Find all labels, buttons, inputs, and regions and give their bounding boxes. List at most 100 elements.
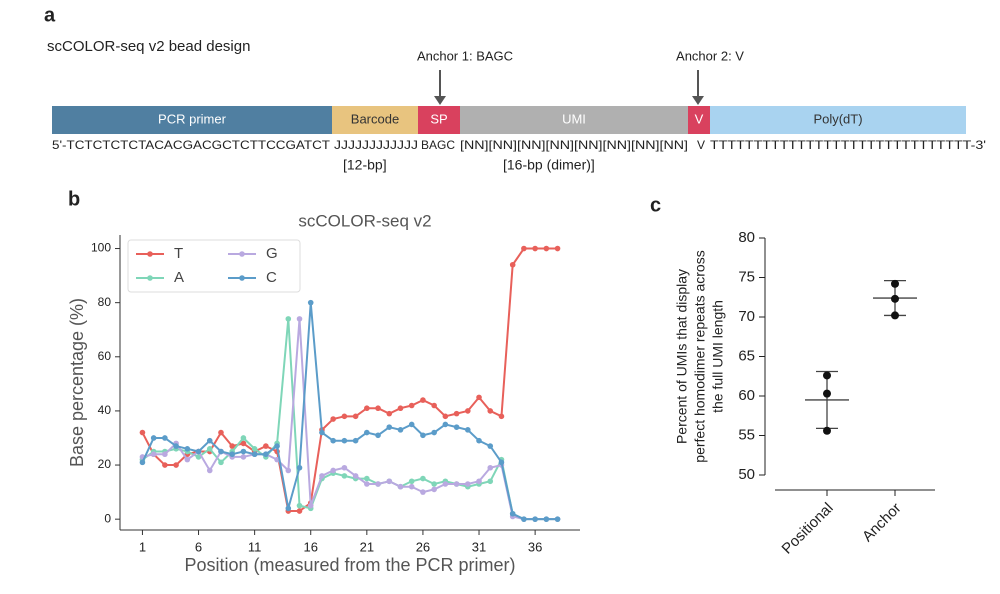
point — [476, 437, 482, 444]
point — [330, 467, 336, 474]
point — [330, 437, 336, 444]
point — [453, 410, 460, 417]
point — [352, 473, 359, 479]
point — [823, 389, 831, 398]
legend-label: A — [174, 269, 184, 286]
point — [532, 245, 538, 252]
point — [184, 456, 191, 463]
legend — [127, 239, 301, 293]
point — [891, 294, 899, 303]
point — [364, 405, 370, 412]
point — [150, 451, 157, 458]
point — [420, 489, 426, 495]
point — [532, 516, 538, 522]
point — [465, 427, 471, 433]
segment — [710, 106, 966, 134]
point — [240, 448, 247, 455]
point — [891, 279, 899, 288]
point — [442, 413, 449, 420]
point — [453, 481, 460, 487]
point — [543, 245, 550, 252]
arrow-head — [692, 96, 704, 105]
y-tick-label: 60 — [98, 349, 112, 363]
panel-letter: b — [68, 188, 80, 210]
y-tick-label: 40 — [98, 403, 112, 417]
point — [420, 397, 426, 403]
sequence: V — [697, 138, 705, 152]
point — [206, 467, 213, 474]
point — [330, 416, 336, 422]
x-axis-label: Position (measured from the PCR primer) — [184, 555, 515, 575]
point — [195, 448, 202, 455]
point — [442, 421, 449, 428]
point — [173, 443, 179, 449]
point — [184, 446, 191, 452]
point — [509, 261, 516, 268]
point — [296, 502, 303, 509]
length-label: [12-bp] — [343, 157, 387, 173]
y-tick-label: 80 — [98, 295, 112, 309]
sequence: BAGC — [421, 138, 455, 152]
point — [285, 505, 292, 512]
point — [823, 426, 831, 435]
point — [554, 516, 561, 522]
panel-letter: c — [650, 194, 661, 216]
point — [240, 440, 247, 447]
y-tick-label: 80 — [738, 229, 755, 246]
point — [296, 508, 303, 514]
point — [397, 483, 404, 490]
point — [218, 448, 224, 455]
segment — [332, 106, 418, 134]
legend-label: T — [174, 245, 183, 262]
y-tick-label: 20 — [98, 457, 112, 471]
legend-label: G — [266, 245, 278, 262]
point — [341, 413, 348, 420]
point — [453, 424, 460, 430]
segment-label: PCR primer — [158, 111, 227, 126]
point — [341, 437, 348, 444]
x-tick-label: 16 — [303, 539, 317, 554]
point — [521, 245, 527, 252]
point — [375, 481, 381, 487]
point — [240, 435, 247, 441]
point — [891, 311, 899, 320]
point — [397, 427, 404, 433]
y-tick-label: 50 — [738, 466, 755, 483]
point — [251, 446, 258, 452]
point — [251, 451, 258, 458]
arrow-head — [434, 96, 446, 105]
point — [397, 405, 404, 412]
anchor-label: Anchor 2: V — [676, 48, 744, 63]
segment-label: V — [695, 111, 704, 126]
x-tick-label: 1 — [139, 539, 146, 554]
y-tick-label: 0 — [104, 511, 111, 525]
point — [408, 421, 415, 428]
point — [240, 454, 247, 460]
point — [319, 429, 325, 436]
point — [823, 371, 831, 380]
point — [218, 459, 224, 466]
legend-swatch — [239, 251, 245, 257]
segment — [418, 106, 460, 134]
x-tick-label: Anchor — [859, 500, 905, 546]
point — [420, 475, 426, 482]
point — [296, 316, 303, 322]
point — [386, 424, 393, 430]
legend-swatch — [147, 251, 153, 257]
point — [476, 478, 482, 485]
y-tick-label: 100 — [91, 241, 111, 255]
point — [307, 502, 314, 509]
x-tick-label: 21 — [360, 539, 374, 554]
legend-swatch — [147, 275, 153, 281]
series-line — [141, 318, 558, 521]
point — [162, 462, 168, 468]
point — [341, 473, 348, 479]
point — [150, 435, 157, 441]
segment-label: Barcode — [351, 111, 399, 126]
point — [218, 429, 224, 436]
point — [498, 413, 505, 420]
point — [352, 413, 359, 420]
point — [139, 459, 146, 466]
y-tick-label: 75 — [738, 268, 755, 285]
point — [375, 405, 381, 412]
